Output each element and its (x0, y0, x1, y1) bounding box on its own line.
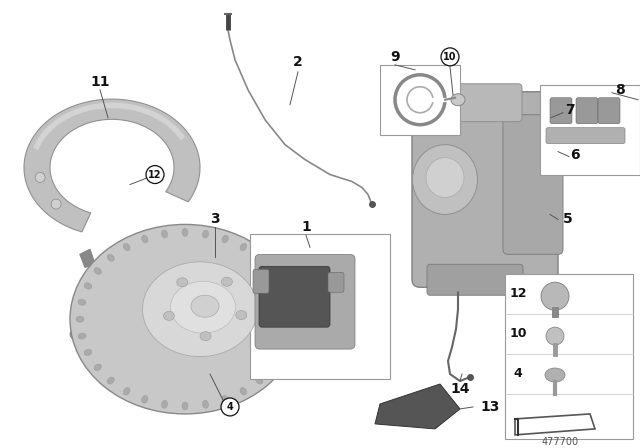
Ellipse shape (256, 254, 263, 261)
Ellipse shape (200, 332, 211, 340)
Ellipse shape (177, 278, 188, 287)
FancyBboxPatch shape (427, 264, 523, 295)
Ellipse shape (161, 230, 168, 238)
Ellipse shape (202, 401, 209, 408)
Circle shape (146, 166, 164, 184)
Text: 2: 2 (293, 55, 303, 69)
Text: 8: 8 (615, 83, 625, 97)
FancyBboxPatch shape (255, 254, 355, 349)
Ellipse shape (70, 224, 300, 414)
Ellipse shape (164, 311, 175, 320)
Ellipse shape (413, 145, 477, 215)
Ellipse shape (182, 402, 188, 410)
Ellipse shape (84, 283, 92, 289)
Ellipse shape (269, 267, 276, 274)
FancyBboxPatch shape (546, 128, 625, 144)
Ellipse shape (143, 262, 257, 357)
FancyBboxPatch shape (412, 92, 558, 287)
Ellipse shape (278, 349, 286, 356)
FancyBboxPatch shape (598, 98, 620, 124)
Ellipse shape (94, 267, 101, 274)
FancyBboxPatch shape (328, 272, 344, 292)
Text: 1: 1 (301, 220, 311, 234)
Ellipse shape (124, 388, 130, 395)
Text: 4: 4 (227, 402, 234, 412)
Ellipse shape (236, 310, 247, 319)
Ellipse shape (76, 316, 84, 322)
Circle shape (407, 87, 433, 113)
Ellipse shape (108, 254, 115, 261)
Circle shape (51, 199, 61, 209)
Polygon shape (24, 99, 200, 232)
FancyBboxPatch shape (540, 85, 640, 175)
Ellipse shape (84, 349, 92, 356)
Text: 10: 10 (509, 327, 527, 340)
Ellipse shape (222, 396, 228, 403)
Text: 6: 6 (570, 147, 580, 162)
Polygon shape (375, 384, 460, 429)
Ellipse shape (426, 158, 464, 198)
Ellipse shape (141, 235, 148, 243)
Text: 14: 14 (451, 382, 470, 396)
FancyBboxPatch shape (259, 266, 330, 327)
Circle shape (221, 398, 239, 416)
Circle shape (441, 48, 459, 66)
Circle shape (546, 327, 564, 345)
Ellipse shape (284, 333, 292, 339)
Ellipse shape (221, 277, 232, 286)
Ellipse shape (451, 94, 465, 106)
Ellipse shape (284, 299, 292, 305)
Ellipse shape (161, 401, 168, 408)
Polygon shape (515, 414, 595, 435)
Ellipse shape (124, 243, 130, 251)
Text: 9: 9 (390, 50, 400, 64)
FancyBboxPatch shape (576, 98, 598, 124)
Circle shape (35, 172, 45, 182)
Ellipse shape (256, 377, 263, 384)
FancyBboxPatch shape (505, 274, 633, 439)
Polygon shape (80, 250, 95, 267)
Ellipse shape (108, 377, 115, 384)
Circle shape (395, 75, 445, 125)
Polygon shape (515, 427, 520, 435)
FancyBboxPatch shape (434, 84, 522, 122)
Ellipse shape (141, 396, 148, 403)
FancyBboxPatch shape (380, 65, 460, 135)
Ellipse shape (240, 243, 246, 251)
FancyBboxPatch shape (250, 234, 390, 379)
Ellipse shape (70, 310, 300, 358)
Ellipse shape (202, 230, 209, 238)
FancyBboxPatch shape (550, 98, 572, 124)
FancyBboxPatch shape (503, 115, 563, 254)
Ellipse shape (222, 235, 228, 243)
Ellipse shape (286, 316, 294, 322)
Ellipse shape (191, 295, 219, 317)
Text: 11: 11 (90, 75, 109, 89)
Text: 477700: 477700 (541, 437, 579, 447)
Ellipse shape (545, 368, 565, 382)
Ellipse shape (170, 281, 236, 333)
Ellipse shape (78, 333, 86, 339)
Text: 7: 7 (565, 103, 575, 117)
Ellipse shape (182, 228, 188, 237)
Ellipse shape (78, 299, 86, 305)
Ellipse shape (94, 364, 101, 371)
Ellipse shape (240, 388, 246, 395)
Ellipse shape (269, 364, 276, 371)
Text: 12: 12 (148, 169, 162, 180)
Text: 4: 4 (514, 366, 522, 379)
Circle shape (541, 282, 569, 310)
Text: 5: 5 (563, 212, 573, 226)
Ellipse shape (278, 283, 286, 289)
Text: 10: 10 (444, 52, 457, 62)
FancyBboxPatch shape (253, 269, 269, 293)
Text: 12: 12 (509, 287, 527, 300)
Text: 3: 3 (210, 212, 220, 226)
Text: 13: 13 (480, 400, 500, 414)
